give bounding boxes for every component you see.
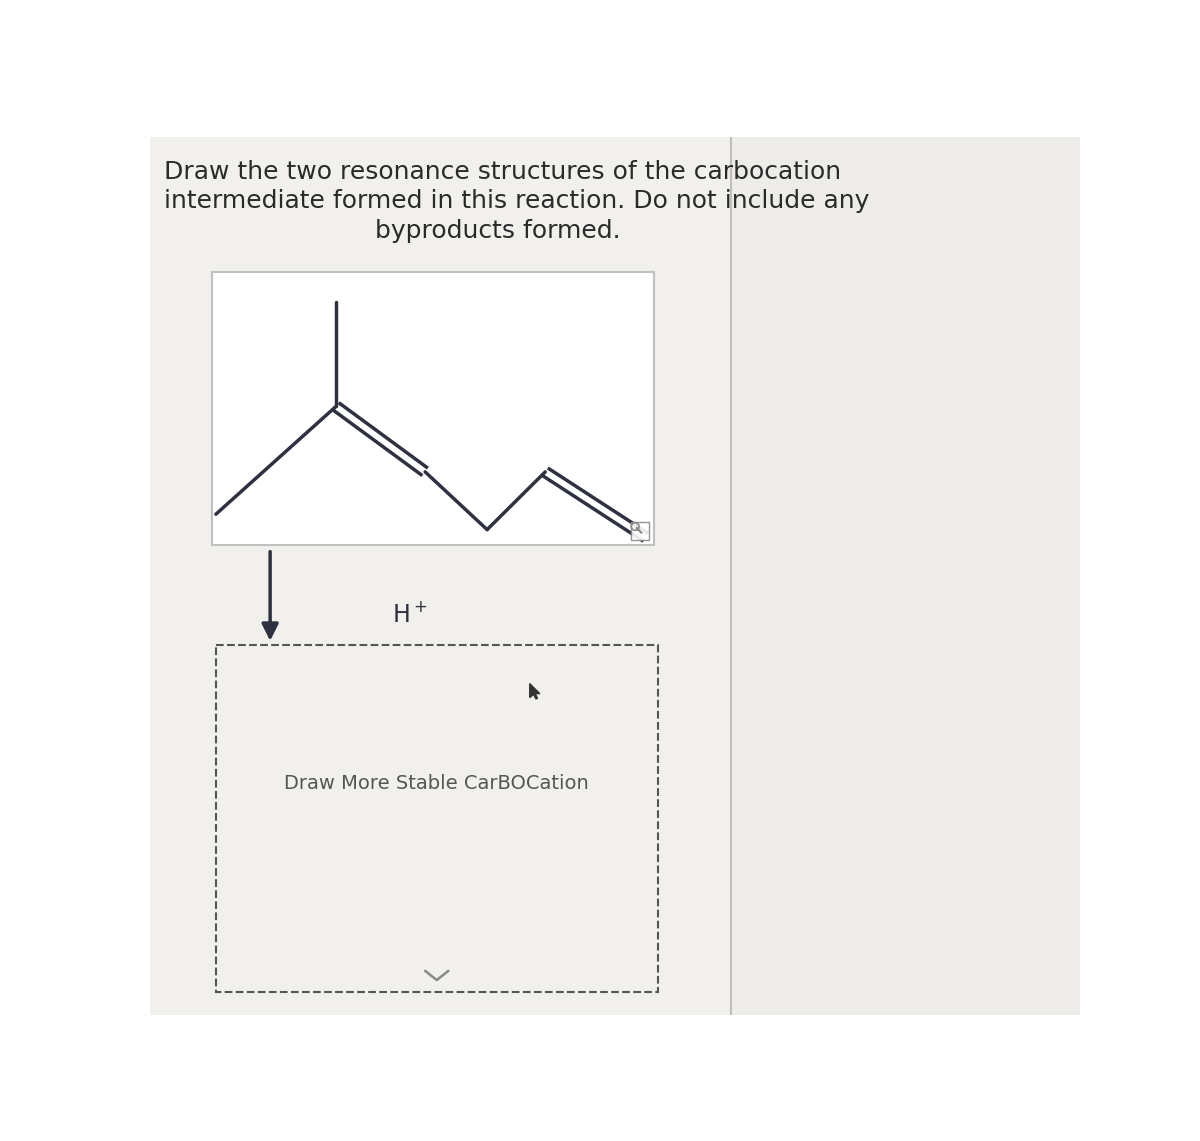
Bar [630,521,649,541]
Bar [212,272,654,545]
Polygon shape [529,683,540,699]
Text: Draw More Stable CarBOCation: Draw More Stable CarBOCation [284,775,589,793]
Text: byproducts formed.: byproducts formed. [374,219,620,243]
Text: Draw the two resonance structures of the carbocation: Draw the two resonance structures of the… [164,160,841,184]
Bar [216,645,658,992]
Text: H$^+$: H$^+$ [392,601,427,626]
Bar [731,137,1080,1015]
Text: intermediate formed in this reaction. Do not include any: intermediate formed in this reaction. Do… [164,189,869,213]
